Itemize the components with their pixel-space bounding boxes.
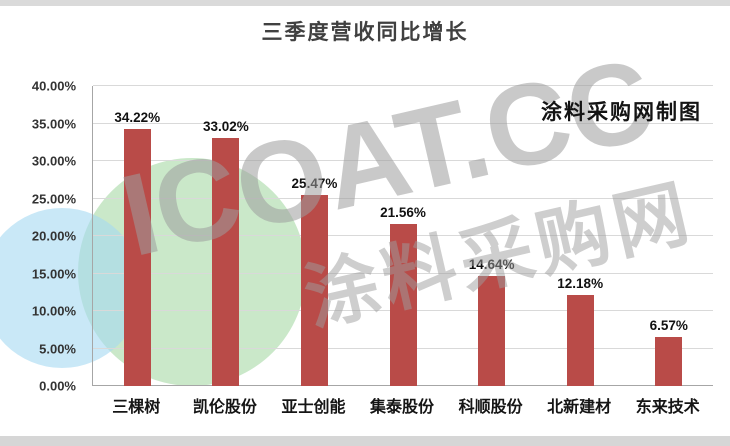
bar-value-label: 25.47% — [291, 175, 338, 191]
bar — [478, 276, 506, 386]
x-category-label: 集泰股份 — [370, 399, 435, 416]
gridline — [93, 85, 713, 86]
bar-slot: 33.02% — [182, 86, 271, 386]
credit-label: 涂料采购网制图 — [541, 101, 702, 124]
bar-slot: 21.56% — [359, 86, 448, 386]
x-category-label: 三棵树 — [112, 399, 161, 416]
x-category-label: 东来技术 — [635, 399, 700, 416]
y-tick-label: 40.00% — [31, 78, 76, 94]
bar — [566, 294, 594, 386]
bar — [389, 224, 417, 386]
x-category-label: 凯伦股份 — [192, 399, 257, 416]
bars: 34.22% 33.02% 25.47% 21.56% 14.64% 12.18% 6.57… — [93, 86, 713, 386]
bar-slot: 14.64% — [447, 86, 536, 386]
chart-title: 三季度营收同比增长 — [261, 21, 469, 44]
bar-slot: 25.47% — [270, 86, 359, 386]
y-tick-label: 5.00% — [39, 341, 76, 356]
x-category-label: 北新建材 — [547, 399, 612, 416]
y-tick-label: 35.00% — [31, 116, 76, 131]
y-tick-label: 10.00% — [31, 303, 76, 319]
bar-value-label: 6.57% — [649, 317, 688, 333]
gridline — [93, 122, 713, 124]
bar — [300, 194, 328, 386]
y-tick-label: 25.00% — [31, 191, 76, 206]
bar — [212, 138, 240, 386]
plot-area: 34.22% 33.02% 25.47% 21.56% 14.64% 12.18% 6.57… — [92, 85, 713, 386]
bar-value-label: 33.02% — [202, 119, 249, 135]
bottom-border-strip — [0, 436, 730, 446]
x-axis: 三棵树 凯伦股份 亚士创能 集泰股份 科顺股份 北新建材 东来技术 — [92, 393, 712, 417]
bar-slot: 34.22% — [93, 86, 182, 386]
top-border-strip — [0, 0, 730, 6]
bar-slot: 6.57% — [624, 86, 713, 386]
y-tick-label: 0.00% — [39, 378, 76, 394]
y-axis: 0.00% 5.00% 10.00% 15.00% 20.00% 25.00% 30.00%… — [0, 79, 84, 394]
bar — [655, 336, 683, 386]
bar-value-label: 12.18% — [557, 275, 604, 291]
y-tick-label: 30.00% — [31, 153, 76, 169]
y-tick-label: 15.00% — [31, 266, 76, 281]
bar-value-label: 34.22% — [114, 110, 161, 126]
x-category-label: 科顺股份 — [458, 399, 523, 416]
bar-value-label: 21.56% — [380, 205, 426, 221]
gridline — [93, 197, 713, 199]
bar-value-label: 14.64% — [468, 257, 515, 273]
x-category-label: 亚士创能 — [281, 399, 346, 416]
bar — [123, 129, 151, 386]
gridline — [93, 160, 713, 161]
y-tick-label: 20.00% — [31, 228, 76, 244]
bar-slot: 12.18% — [536, 86, 625, 386]
watermark-blue-circle — [0, 208, 142, 368]
